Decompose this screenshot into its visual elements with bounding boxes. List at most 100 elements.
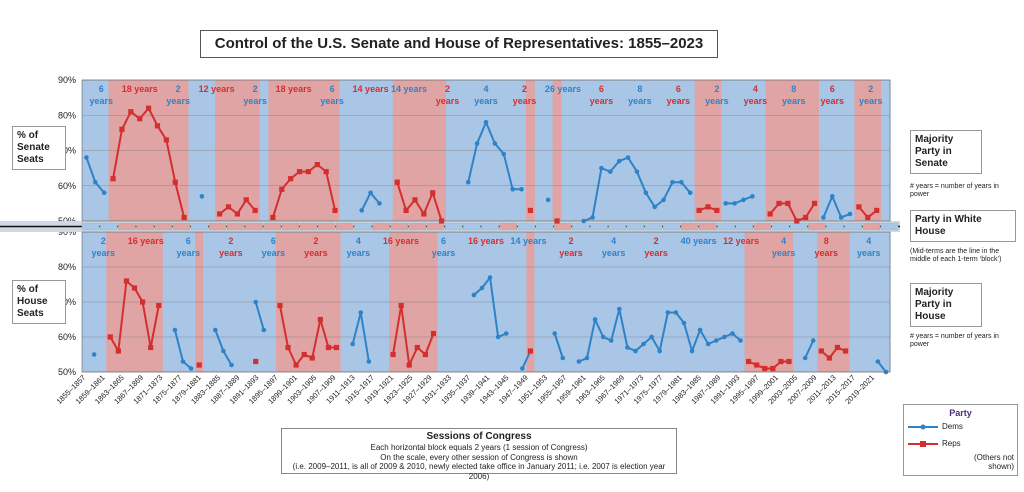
house-reps-point [131, 285, 138, 291]
house-years-unit: years [177, 248, 201, 258]
house-years-label: 14 years [511, 236, 547, 246]
senate-plot-frame [81, 79, 891, 222]
senate-years-unit: years [859, 96, 883, 106]
house-years-label: 6 [186, 236, 191, 246]
senate-dems-point [652, 204, 658, 210]
senate-years-unit: years [474, 96, 498, 106]
white-house-block [208, 222, 227, 231]
senate-years-label: 2 [176, 84, 181, 94]
senate-years-label: 8 [791, 84, 796, 94]
senate-dems-point [750, 194, 755, 199]
house-dems-point [713, 338, 719, 343]
white-house-block [245, 222, 263, 231]
house-years-label: 40 years [681, 236, 717, 246]
house-years-label: 16 years [468, 236, 504, 246]
white-house-block [753, 222, 772, 231]
house-reps-point [140, 299, 146, 305]
senate-reps-point [137, 116, 143, 122]
house-axis-title: % of House Seats [12, 280, 66, 324]
senate-reps-point [811, 200, 818, 206]
senate-reps-point [323, 169, 329, 175]
white-house-block [190, 222, 209, 231]
house-dems-point [261, 327, 267, 333]
house-dems-line [804, 340, 815, 359]
legend-rep-label: Reps [942, 439, 961, 448]
house-years-label: 12 years [723, 236, 759, 246]
house-dems-point [471, 292, 477, 298]
house-years-label: 6 [271, 236, 276, 246]
house-reps-line [392, 305, 435, 369]
senate-years-unit: years [89, 96, 113, 106]
legend: Party Dems Reps (Others not shown) [903, 404, 1018, 476]
house-reps-point [414, 344, 420, 351]
house-dems-point [366, 359, 372, 364]
senate-reps-point [145, 105, 152, 111]
white-house-block [354, 222, 372, 231]
white-house-block [735, 222, 753, 231]
senate-years-unit: years [436, 96, 460, 106]
senate-dems-point [643, 190, 649, 196]
house-dems-line [254, 301, 265, 331]
senate-reps-point [527, 207, 533, 214]
senate-dems-point [465, 179, 471, 185]
white-house-block [408, 222, 427, 231]
white-house-block [81, 222, 100, 231]
legend-others-note: (Others not shown) [973, 453, 1014, 471]
white-house-block [826, 222, 844, 231]
senate-dems-point [474, 141, 480, 146]
house-dems-point [802, 355, 808, 361]
house-years-label: 2 [313, 236, 318, 246]
house-dems-point [253, 299, 259, 305]
house-years-label: 2 [101, 236, 106, 246]
house-dems-point [657, 348, 663, 354]
senate-reps-point [865, 214, 871, 221]
house-dems-point [495, 334, 501, 340]
chart-title: Control of the U.S. Senate and House of … [200, 30, 718, 58]
white-house-block [390, 222, 408, 231]
senate-years-unit: years [320, 96, 344, 106]
white-house-block [771, 222, 790, 231]
senate-y-tick-label: 70% [58, 146, 76, 156]
house-years-unit: years [304, 248, 328, 258]
house-dems-point [617, 306, 622, 312]
senate-reps-point [714, 207, 720, 214]
house-years-unit: years [602, 248, 626, 258]
senate-years-note: # years = number of years in power [910, 183, 999, 198]
white-house-block [789, 222, 808, 231]
house-dems-point [172, 327, 178, 333]
senate-reps-point [785, 200, 791, 206]
senate-reps-point [234, 211, 240, 217]
senate-reps-point [412, 197, 418, 203]
senate-years-label: 4 [483, 84, 488, 94]
house-reps-point [115, 348, 121, 354]
house-reps-point [293, 362, 299, 368]
house-years-unit: years [772, 248, 796, 258]
senate-dems-point [670, 179, 675, 185]
house-dems-point [633, 348, 638, 354]
senate-reps-point [856, 204, 862, 210]
senate-years-unit: years [744, 96, 768, 106]
white-house-block [517, 222, 536, 231]
senate-years-label: 2 [253, 84, 258, 94]
white-house-block [336, 222, 354, 231]
house-years-unit: years [262, 248, 286, 258]
house-dems-point [221, 348, 226, 354]
white-house-block [808, 222, 826, 231]
senate-reps-point [119, 126, 125, 132]
white-house-block [535, 222, 554, 231]
legend-title: Party [949, 408, 972, 418]
senate-years-label: 6 [676, 84, 681, 94]
house-dems-point [584, 355, 590, 361]
white-house-block [136, 222, 154, 231]
senate-dems-point [661, 197, 666, 203]
house-dems-point [552, 331, 557, 336]
house-dems-point [479, 285, 485, 291]
senate-reps-point [332, 207, 338, 214]
house-dems-point [600, 334, 606, 340]
house-reps-point [253, 358, 259, 365]
house-years-label: 6 [441, 236, 446, 246]
house-dems-point [350, 341, 355, 347]
house-reps-point [754, 362, 760, 368]
white-house-block [317, 222, 336, 231]
